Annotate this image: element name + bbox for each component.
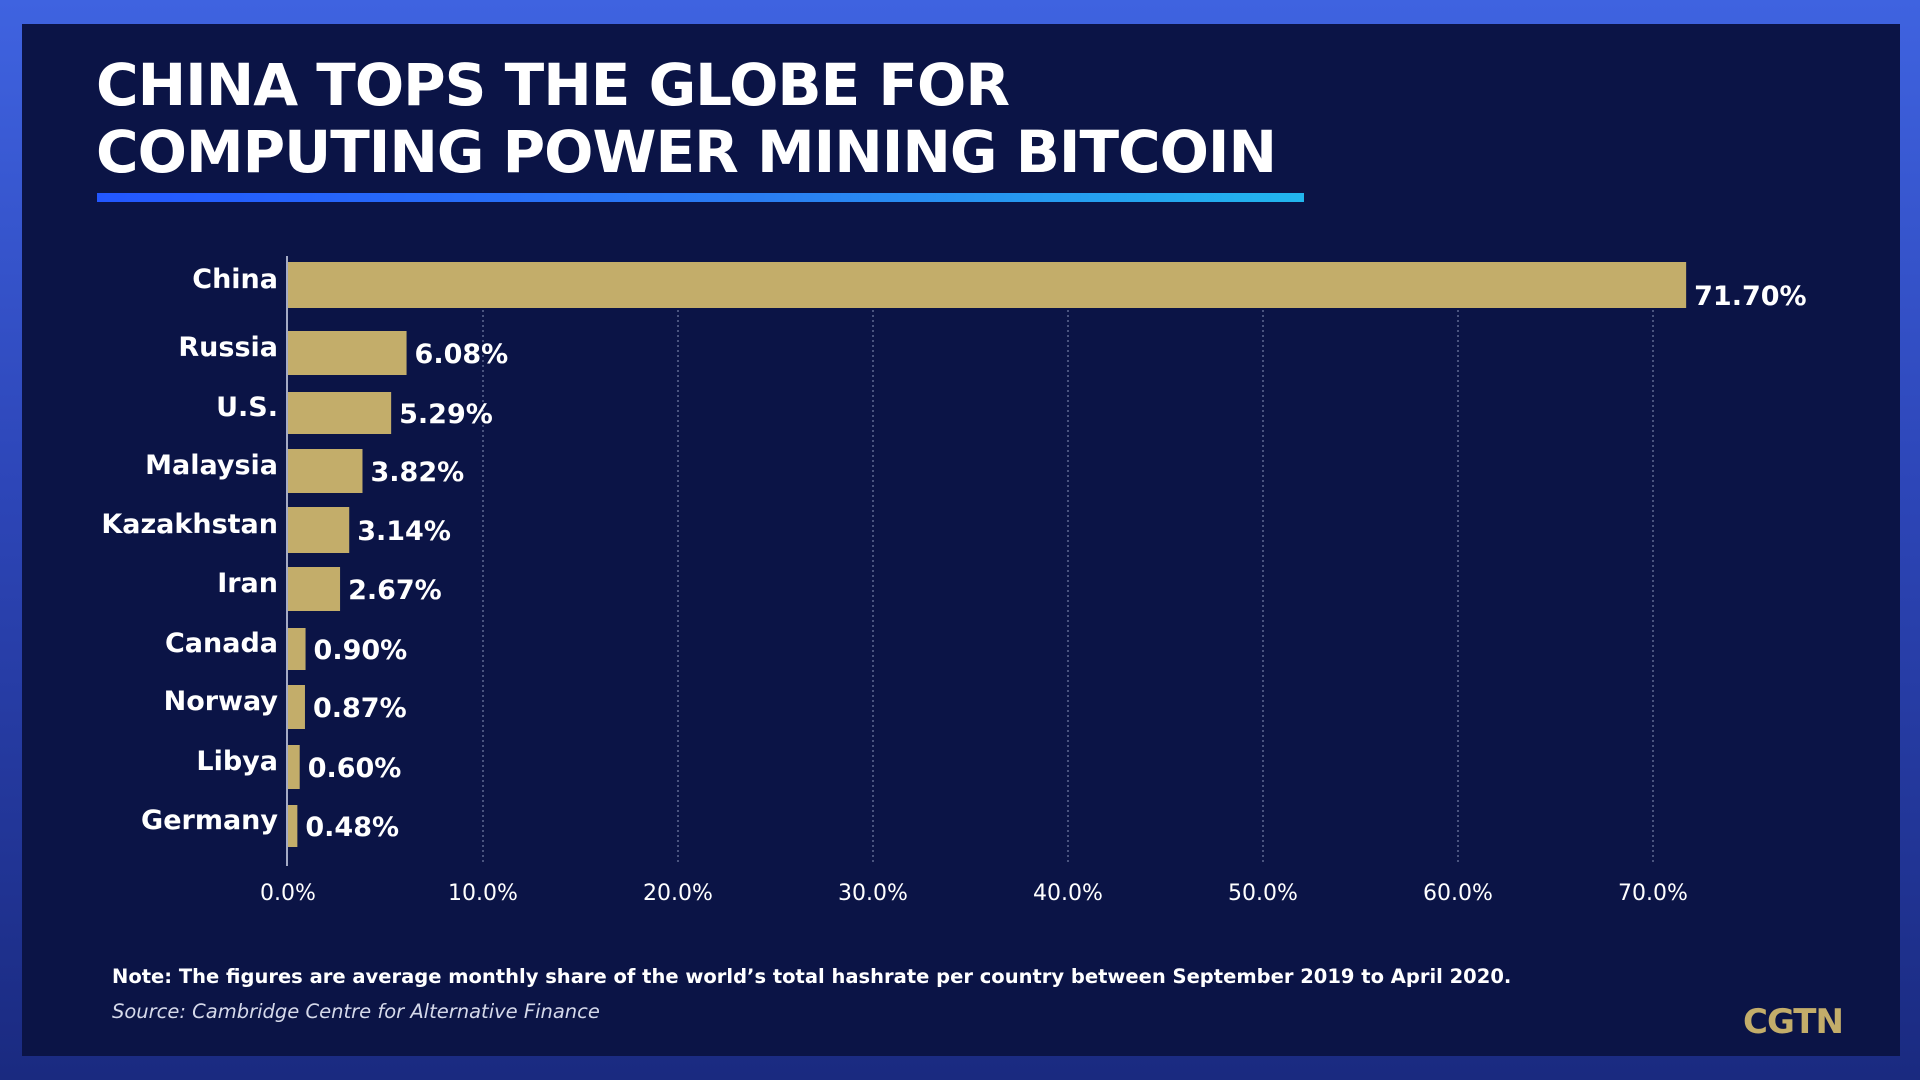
bars bbox=[288, 262, 1687, 847]
bar bbox=[288, 567, 341, 611]
labels: China 71.70% Russia 6.08% U.S. 5.29% Malaysia 3… bbox=[101, 264, 1806, 843]
value-label: 3.82% bbox=[370, 457, 464, 488]
bar bbox=[288, 331, 407, 375]
bar bbox=[288, 685, 305, 729]
x-tick-label: 0.0% bbox=[260, 881, 316, 906]
category-label: Kazakhstan bbox=[101, 509, 278, 540]
bar bbox=[288, 805, 298, 847]
chart-note: Note: The figures are average monthly sh… bbox=[112, 965, 1512, 988]
bar bbox=[288, 628, 306, 670]
category-label: Canada bbox=[165, 628, 278, 659]
category-label: Russia bbox=[178, 332, 278, 363]
x-tick-label: 70.0% bbox=[1618, 881, 1688, 906]
value-label: 2.67% bbox=[348, 575, 442, 606]
x-tick-label: 10.0% bbox=[448, 881, 518, 906]
value-label: 0.87% bbox=[313, 693, 407, 724]
category-label: Libya bbox=[196, 746, 278, 777]
value-label: 3.14% bbox=[357, 516, 451, 547]
chart-title: CHINA TOPS THE GLOBE FOR COMPUTING POWER … bbox=[96, 51, 1277, 186]
title-line-1: CHINA TOPS THE GLOBE FOR bbox=[96, 51, 1010, 119]
x-tick-label: 50.0% bbox=[1228, 881, 1298, 906]
value-label: 0.60% bbox=[308, 753, 402, 784]
value-label: 5.29% bbox=[399, 399, 493, 430]
value-label: 0.48% bbox=[305, 812, 399, 843]
chart-source: Source: Cambridge Centre for Alternative… bbox=[112, 1000, 600, 1023]
x-axis-ticks: 0.0% 10.0% 20.0% 30.0% 40.0% 50.0% 60.0% 70.0% bbox=[260, 881, 1688, 906]
bar bbox=[288, 392, 392, 434]
x-tick-label: 40.0% bbox=[1033, 881, 1103, 906]
category-label: U.S. bbox=[216, 392, 278, 423]
bar bbox=[288, 449, 363, 493]
category-label: Germany bbox=[141, 805, 278, 836]
category-label: Malaysia bbox=[145, 450, 278, 481]
category-label: Norway bbox=[164, 686, 279, 717]
x-tick-label: 30.0% bbox=[838, 881, 908, 906]
category-label: Iran bbox=[217, 568, 278, 599]
title-line-2: COMPUTING POWER MINING BITCOIN bbox=[96, 118, 1277, 186]
bar bbox=[288, 507, 350, 553]
bar bbox=[288, 262, 1687, 308]
gridlines bbox=[482, 270, 1654, 865]
value-label: 6.08% bbox=[415, 339, 509, 370]
x-tick-label: 20.0% bbox=[643, 881, 713, 906]
cgtn-logo: CGTN bbox=[1743, 1002, 1844, 1042]
x-tick-label: 60.0% bbox=[1423, 881, 1493, 906]
value-label: 71.70% bbox=[1694, 281, 1806, 312]
title-underline bbox=[97, 193, 1304, 202]
value-label: 0.90% bbox=[314, 635, 408, 666]
bar bbox=[288, 745, 300, 789]
category-label: China bbox=[192, 264, 278, 295]
